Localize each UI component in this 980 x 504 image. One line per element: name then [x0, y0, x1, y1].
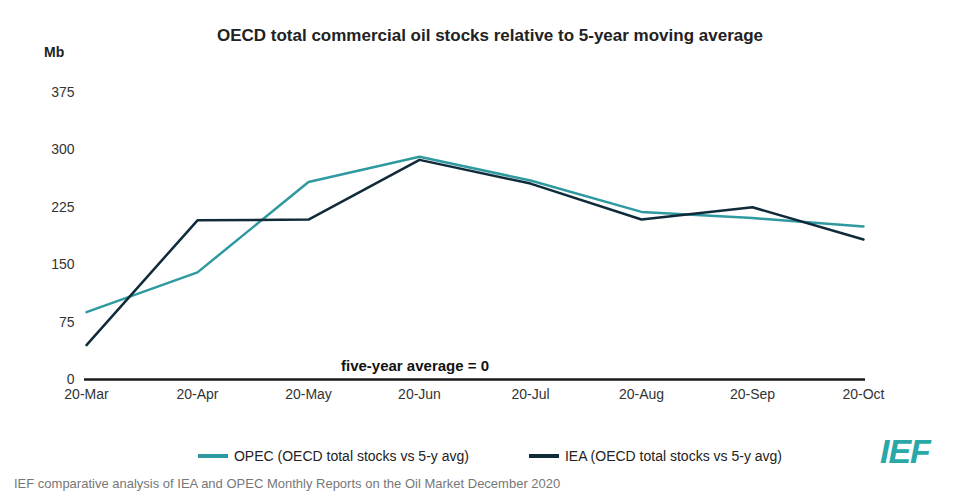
svg-text:150: 150	[51, 256, 75, 272]
svg-text:20-Apr: 20-Apr	[176, 386, 218, 402]
html-text:IEF: IEF	[880, 432, 930, 470]
svg-text:75: 75	[59, 314, 75, 330]
svg-text:375: 375	[51, 84, 75, 100]
svg-text:20-Sep: 20-Sep	[730, 386, 775, 402]
html-text:IEF comparative analysis of IE: IEF comparative analysis of IEA and OPEC…	[14, 476, 561, 491]
html-text:OPEC (OECD total stocks vs 5-y: OPEC (OECD total stocks vs 5-y avg)	[234, 448, 469, 464]
svg-text:20-Jul: 20-Jul	[511, 386, 549, 402]
svg-text:0: 0	[67, 371, 75, 387]
svg-text:225: 225	[51, 199, 75, 215]
svg-text:20-Aug: 20-Aug	[619, 386, 664, 402]
svg-text:20-Jun: 20-Jun	[398, 386, 441, 402]
svg-text:20-Oct: 20-Oct	[842, 386, 884, 402]
svg-text:20-Mar: 20-Mar	[64, 386, 109, 402]
svg-text:300: 300	[51, 141, 75, 157]
svg-text:20-May: 20-May	[285, 386, 332, 402]
svg-text:five-year average = 0: five-year average = 0	[341, 357, 489, 374]
html-text:OECD total commercial oil stoc: OECD total commercial oil stocks relativ…	[216, 26, 763, 45]
html-text:Mb: Mb	[44, 44, 65, 60]
html-text:IEA (OECD total stocks vs 5-y: IEA (OECD total stocks vs 5-y avg)	[564, 448, 782, 464]
